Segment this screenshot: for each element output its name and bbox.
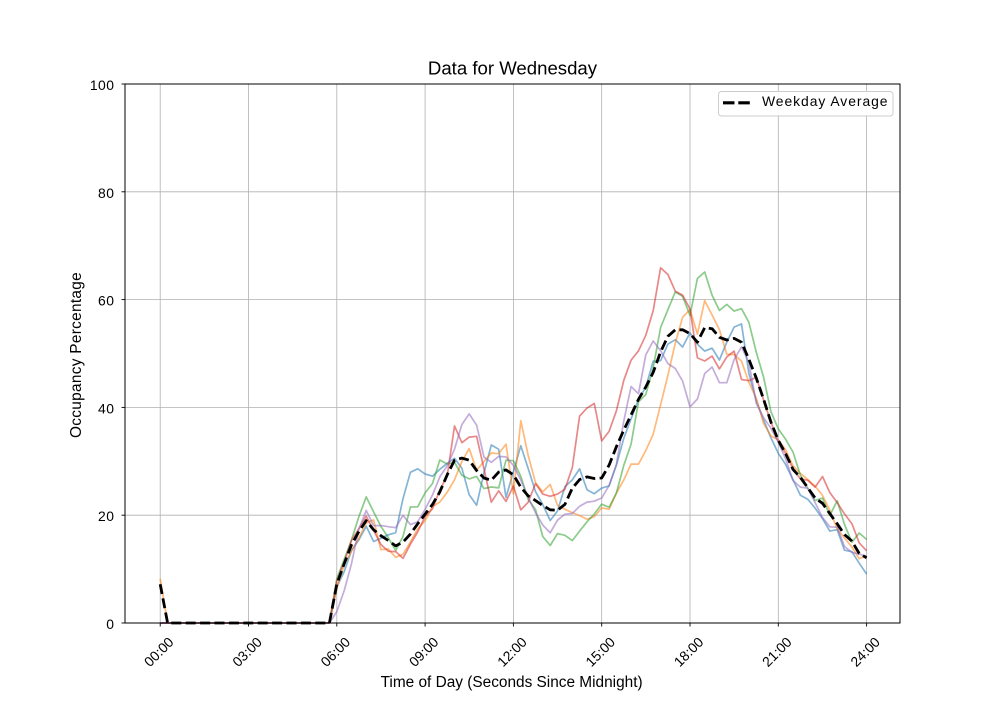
svg-text:Weekday Average: Weekday Average bbox=[762, 93, 888, 109]
svg-text:60: 60 bbox=[98, 293, 114, 309]
svg-text:Time of Day (Seconds Since Mid: Time of Day (Seconds Since Midnight) bbox=[381, 674, 643, 691]
svg-text:100: 100 bbox=[90, 77, 115, 93]
svg-text:0: 0 bbox=[106, 616, 114, 632]
svg-text:20: 20 bbox=[98, 508, 114, 524]
svg-text:80: 80 bbox=[98, 185, 114, 201]
svg-text:40: 40 bbox=[98, 400, 114, 416]
svg-text:Data for Wednesday: Data for Wednesday bbox=[428, 58, 598, 79]
svg-text:Occupancy Percentage: Occupancy Percentage bbox=[68, 272, 85, 438]
